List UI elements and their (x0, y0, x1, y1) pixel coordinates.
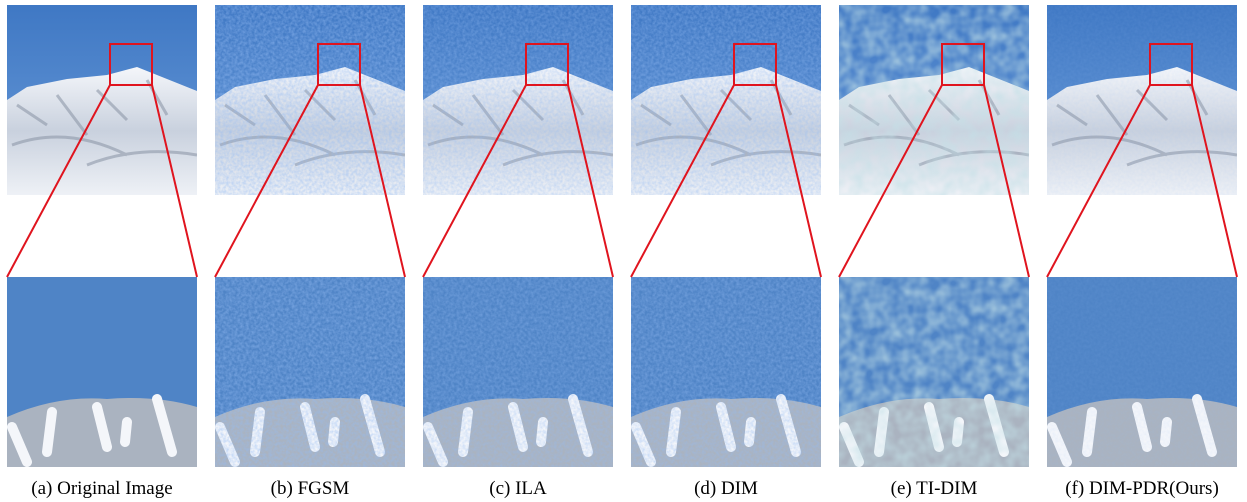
zoom-image (631, 277, 821, 467)
figure: (a) Original Image (b) FGSM (c) ILA (d) DIM… (0, 0, 1247, 502)
caption: (e) TI-DIM (891, 478, 978, 499)
perturbation (839, 277, 1029, 467)
mountain (7, 67, 197, 195)
zoom-image (839, 277, 1029, 467)
zoom-image (215, 277, 405, 467)
perturbation (1047, 277, 1237, 467)
perturbation (215, 277, 405, 467)
zoom-image (7, 277, 197, 467)
zoom-image (423, 277, 613, 467)
perturbation (423, 277, 613, 467)
caption: (b) FGSM (271, 478, 350, 499)
zoom-image (1047, 277, 1237, 467)
caption: (d) DIM (694, 478, 758, 499)
caption: (f) DIM-PDR(Ours) (1065, 478, 1219, 499)
caption: (c) ILA (489, 478, 547, 499)
caption: (a) Original Image (31, 478, 172, 499)
perturbation (631, 277, 821, 467)
